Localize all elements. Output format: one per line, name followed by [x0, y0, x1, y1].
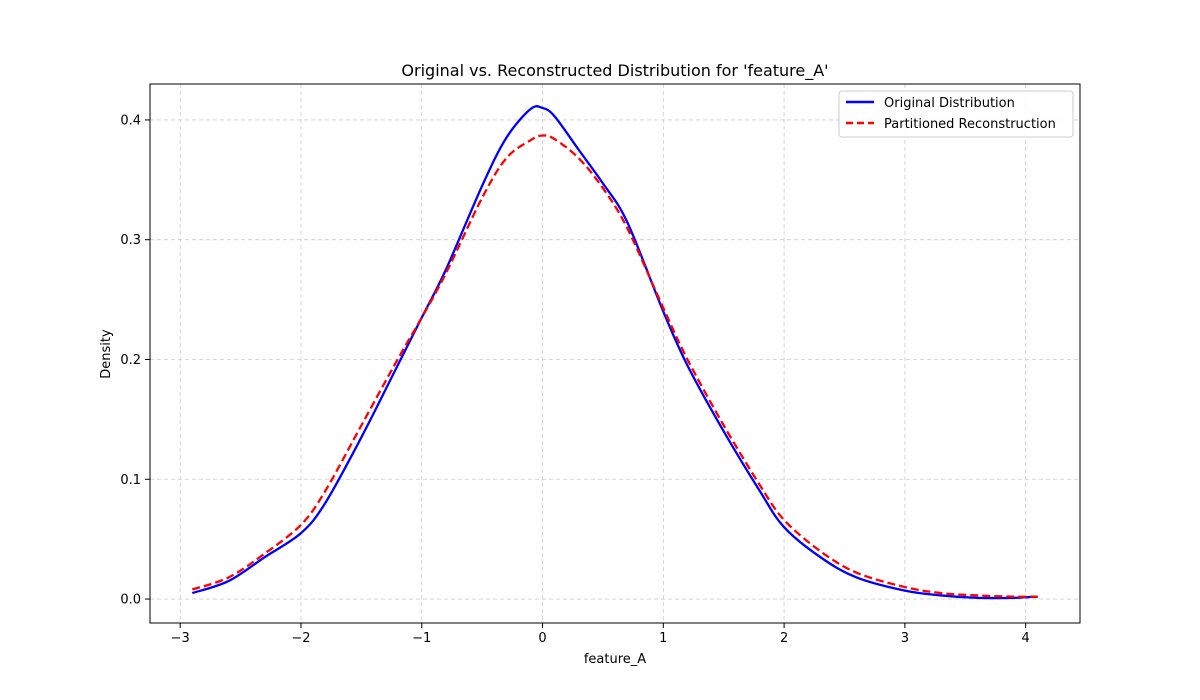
x-tick-label: −3 [171, 631, 190, 646]
x-tick-label: −1 [412, 631, 431, 646]
x-tick-label: 3 [901, 631, 909, 646]
legend-label-original: Original Distribution [884, 96, 1015, 111]
y-tick-label: 0.4 [120, 113, 141, 128]
plot-frame [149, 83, 1081, 624]
x-tick-label: 4 [1022, 631, 1030, 646]
chart-title: Original vs. Reconstructed Distribution … [401, 61, 828, 81]
x-tick-label: 1 [659, 631, 667, 646]
x-tick-label: 2 [780, 631, 788, 646]
legend: Original Distribution Partitioned Recons… [838, 90, 1074, 138]
x-tick-label: −2 [291, 631, 310, 646]
legend-box [838, 90, 1074, 138]
y-tick-label: 0.1 [120, 473, 141, 488]
series-line-original [191, 105, 1038, 600]
x-tick-label: 0 [538, 631, 546, 646]
series-lines [191, 105, 1038, 600]
y-tick-label: 0.0 [120, 593, 141, 608]
y-tick-label: 0.2 [120, 353, 141, 368]
x-axis-ticks: −3 −2 −1 0 1 2 3 4 [171, 623, 1030, 646]
legend-label-reconstruction: Partitioned Reconstruction [884, 117, 1056, 132]
series-line-reconstruction [191, 134, 1038, 598]
y-axis-label: Density [99, 329, 114, 379]
y-tick-label: 0.3 [120, 233, 141, 248]
x-axis-label: feature_A [584, 652, 646, 667]
y-axis-ticks: 0.0 0.1 0.2 0.3 0.4 [120, 113, 150, 608]
